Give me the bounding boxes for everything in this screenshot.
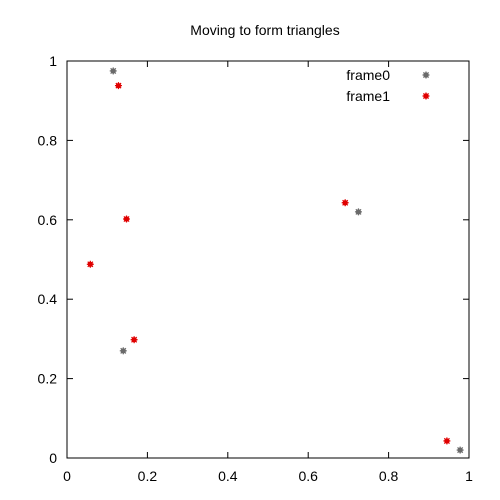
y-tick-label: 0.2 <box>38 371 58 387</box>
x-tick-label: 0.4 <box>218 468 238 484</box>
data-point-frame1 <box>443 437 451 445</box>
data-point-frame1 <box>114 82 122 90</box>
y-tick-label: 0.4 <box>38 291 58 307</box>
axes: 0 0.2 0.4 0.6 0.8 1 0 0.2 0.4 0.6 0.8 1 <box>38 53 474 484</box>
data-point-frame0 <box>456 446 464 454</box>
x-tick-label: 0.8 <box>379 468 399 484</box>
legend-label: frame0 <box>346 67 390 83</box>
y-tick-label: 1 <box>49 53 57 69</box>
legend-marker-frame1 <box>422 92 430 100</box>
y-tick-label: 0.8 <box>38 132 58 148</box>
data-point-frame0 <box>109 67 117 75</box>
legend-label: frame1 <box>346 88 390 104</box>
chart-title: Moving to form triangles <box>190 22 339 38</box>
x-tick-label: 0.6 <box>298 468 318 484</box>
data-point-frame1 <box>122 215 130 223</box>
data-point-frame1 <box>341 199 349 207</box>
plot-frame <box>66 60 470 459</box>
x-tick-label: 0 <box>63 468 71 484</box>
data-point-frame1 <box>130 336 138 344</box>
y-tick-label: 0.6 <box>38 212 58 228</box>
data-point-frame1 <box>86 260 94 268</box>
legend: frame0 frame1 <box>346 67 430 104</box>
x-tick-label: 0.2 <box>138 468 158 484</box>
y-tick-label: 0 <box>49 450 57 466</box>
legend-marker-frame0 <box>422 71 430 79</box>
data-points <box>86 67 464 454</box>
x-tick-label: 1 <box>465 468 473 484</box>
data-point-frame0 <box>354 208 362 216</box>
data-point-frame0 <box>119 347 127 355</box>
